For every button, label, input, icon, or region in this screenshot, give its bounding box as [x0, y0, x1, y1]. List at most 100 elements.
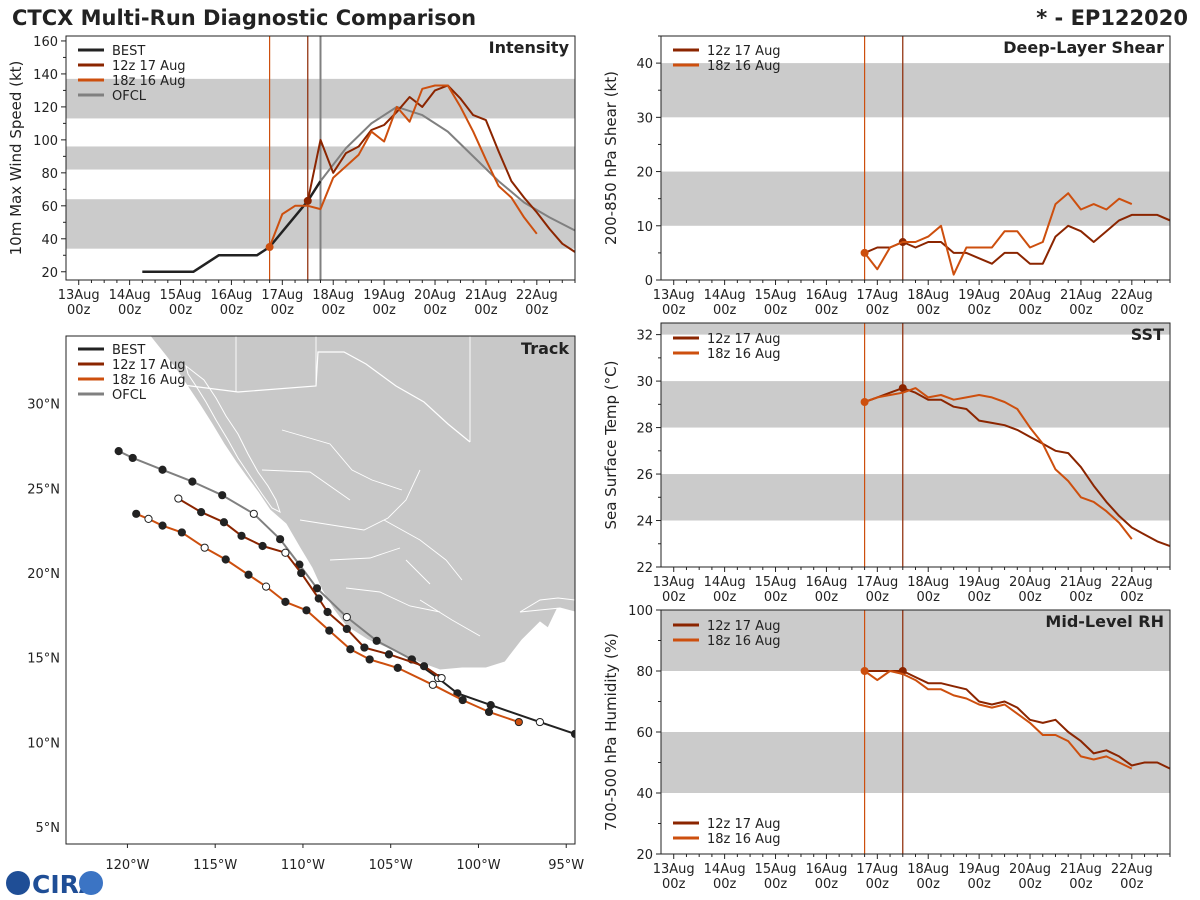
- track-line: [118, 450, 413, 661]
- intensity-xtick-hour: 00z: [474, 303, 498, 318]
- intensity-xtick-day: 13Aug: [58, 288, 100, 303]
- intensity-series-marker: [265, 243, 274, 252]
- shear-xtick-hour: 00z: [967, 303, 991, 318]
- track-position-marker: [128, 453, 137, 463]
- track-position-marker: [177, 528, 186, 537]
- rh-ytick-label: 60: [636, 726, 653, 741]
- shear-ytick-label: 10: [636, 220, 653, 235]
- sst-ytick-label: 28: [636, 422, 653, 437]
- track-position-marker: [323, 607, 332, 617]
- shear-ytick-label: 40: [636, 57, 653, 72]
- sst-xtick-day: 20Aug: [1009, 575, 1051, 590]
- shear-series-line: [863, 192, 1133, 276]
- sst-ytick-label: 32: [636, 329, 653, 344]
- figure-title: CTCX Multi-Run Diagnostic Comparison: [12, 6, 476, 30]
- intensity-xtick-hour: 00z: [271, 303, 295, 318]
- land-mexico: [149, 336, 575, 671]
- rh-panel: 2040608010013Aug00z14Aug00z15Aug00z16Aug…: [602, 604, 1171, 892]
- shear-ytick-label: 0: [645, 274, 653, 289]
- shear-xtick-hour: 00z: [764, 303, 788, 318]
- track-position-marker: [372, 636, 381, 645]
- shear-xtick-day: 16Aug: [805, 288, 847, 303]
- intensity-ytick-label: 120: [33, 101, 58, 116]
- track-position-marker: [158, 465, 167, 474]
- sst-ytick-label: 30: [636, 375, 653, 390]
- rh-xtick-day: 15Aug: [755, 862, 797, 877]
- shear-xtick-hour: 00z: [1069, 303, 1093, 318]
- track-xtick-label: 100°W: [456, 858, 500, 873]
- track-plot-area: [114, 447, 575, 739]
- intensity-legend-label: BEST: [112, 44, 145, 59]
- rh-upper-legend-label: 12z 17 Aug: [707, 619, 781, 634]
- intensity-legend-label: 18z 16 Aug: [112, 74, 186, 89]
- rh-xtick-hour: 00z: [713, 877, 737, 892]
- shear-panel: 01020304013Aug00z14Aug00z15Aug00z16Aug00…: [602, 35, 1171, 318]
- intensity-plot-area: [66, 36, 575, 280]
- intensity-panel-label: Intensity: [489, 38, 570, 57]
- sst-legend-label: 18z 16 Aug: [707, 347, 781, 362]
- track-position-marker: [325, 626, 334, 635]
- intensity-xtick-hour: 00z: [372, 303, 396, 318]
- track-position-marker: [144, 514, 153, 523]
- sst-xtick-hour: 00z: [713, 590, 737, 605]
- rh-series-line: [864, 670, 1133, 770]
- intensity-panel: 2040608010012014016013Aug00z14Aug00z15Au…: [7, 35, 576, 318]
- sst-xtick-hour: 00z: [1069, 590, 1093, 605]
- track-position-marker: [342, 612, 351, 622]
- shear-xtick-day: 19Aug: [958, 288, 1000, 303]
- track-legend-label: 12z 17 Aug: [112, 358, 186, 373]
- sst-ylabel: Sea Surface Temp (°C): [602, 360, 620, 529]
- rh-panel-label: Mid-Level RH: [1045, 612, 1164, 631]
- state-borders: [235, 336, 481, 637]
- sst-xtick-day: 14Aug: [704, 575, 746, 590]
- track-position-marker: [281, 548, 290, 557]
- rh-ylabel: 700-500 hPa Humidity (%): [602, 633, 620, 831]
- intensity-series-line: [268, 84, 538, 248]
- intensity-xtick-hour: 00z: [322, 303, 346, 318]
- shear-xtick-day: 22Aug: [1111, 288, 1153, 303]
- intensity-ytick-label: 160: [33, 35, 58, 50]
- sst-xtick-hour: 00z: [866, 590, 890, 605]
- sst-panel-label: SST: [1131, 325, 1164, 344]
- track-xtick-label: 95°W: [548, 858, 584, 873]
- rh-ytick-label: 100: [628, 604, 653, 619]
- sst-series-line: [864, 387, 1170, 548]
- rh-ytick-label: 40: [636, 787, 653, 802]
- sst-plot-area: [661, 323, 1170, 567]
- intensity-xtick-hour: 00z: [525, 303, 549, 318]
- track-position-marker: [276, 535, 285, 544]
- track-position-marker: [237, 531, 246, 540]
- intensity-ytick-label: 60: [41, 200, 58, 215]
- track-position-marker: [484, 707, 494, 717]
- track-position-marker: [365, 655, 374, 664]
- shear-xtick-day: 15Aug: [755, 288, 797, 303]
- sst-legend-label: 12z 17 Aug: [707, 332, 781, 347]
- land-yucatan: [519, 597, 575, 613]
- intensity-ytick-label: 80: [41, 167, 58, 182]
- track-position-marker: [249, 509, 258, 518]
- track-position-marker: [346, 645, 355, 654]
- track-position-marker: [158, 521, 167, 530]
- shear-xtick-hour: 00z: [815, 303, 839, 318]
- globe-icon: [6, 871, 30, 895]
- track-position-marker: [114, 447, 123, 456]
- rh-shaded-band: [661, 732, 1170, 793]
- track-position-marker: [458, 695, 467, 705]
- sst-series-marker: [898, 384, 907, 393]
- rh-xtick-day: 18Aug: [907, 862, 949, 877]
- shear-ytick-label: 20: [636, 166, 653, 181]
- track-position-marker: [221, 555, 230, 564]
- track-position-marker: [188, 477, 197, 486]
- track-xtick-label: 105°W: [369, 858, 413, 873]
- rh-xtick-day: 22Aug: [1111, 862, 1153, 877]
- rh-shaded-band: [661, 610, 1170, 671]
- rh-ytick-label: 20: [636, 848, 653, 863]
- rh-xtick-day: 21Aug: [1060, 862, 1102, 877]
- sst-xtick-day: 15Aug: [755, 575, 797, 590]
- sst-series-line: [864, 387, 1133, 540]
- sst-panel: 22242628303213Aug00z14Aug00z15Aug00z16Au…: [602, 322, 1171, 605]
- rh-xtick-hour: 00z: [866, 877, 890, 892]
- sst-xtick-day: 21Aug: [1060, 575, 1102, 590]
- intensity-xtick-day: 19Aug: [363, 288, 405, 303]
- rh-xtick-hour: 00z: [1120, 877, 1144, 892]
